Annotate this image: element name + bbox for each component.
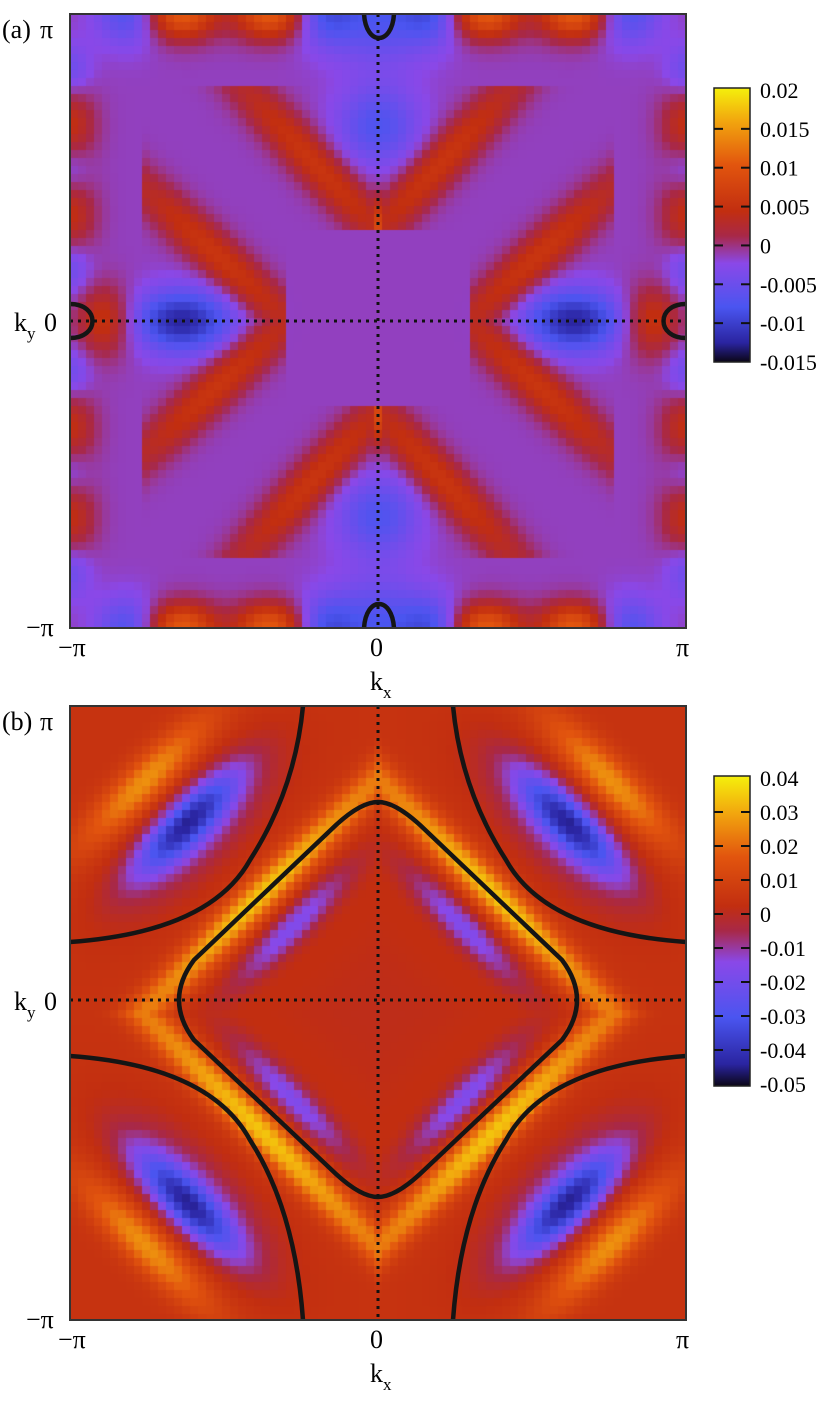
panel-a-colorbar-ticks: 0.02 0.015 0.01 0.005 0 -0.005 -0.01 -0.015 xyxy=(714,78,817,375)
panel-a-guide-lines xyxy=(70,14,686,628)
panel-b-colorbar-tick-label: 0.02 xyxy=(760,834,799,859)
panel-a-ylabel: ky xyxy=(14,308,36,343)
panel-b-guide-lines xyxy=(70,706,686,1320)
panel-b-colorbar: 0.04 0.03 0.02 0.01 0 -0.01 -0.02 -0.03 -0.04 -0.… xyxy=(713,766,806,1097)
panel-b-xtick-right: π xyxy=(676,1325,689,1354)
panel-a: (a) π 0 −π ky −π 0 π kx xyxy=(2,13,817,702)
panel-a-label: (a) xyxy=(2,15,31,44)
panel-b-colorbar-tick-label: -0.04 xyxy=(760,1038,806,1063)
panel-a-contour-bottom xyxy=(361,601,397,629)
panel-a-colorbar-tick-label: 0.015 xyxy=(760,117,810,142)
panel-b: (b) π 0 −π ky −π 0 π kx xyxy=(2,705,806,1394)
panel-b-colorbar-tick-label: 0 xyxy=(760,902,771,927)
panel-b-contour-bottom-right xyxy=(450,1053,687,1321)
panel-b-ytick-zero: 0 xyxy=(44,987,57,1016)
panel-b-label: (b) xyxy=(2,707,32,736)
panel-a-colorbar-tick-label: -0.015 xyxy=(760,350,817,375)
panel-a-frame xyxy=(69,13,687,629)
panel-a-xtick-zero: 0 xyxy=(370,633,383,662)
panel-b-colorbar-strip xyxy=(713,775,751,1087)
panel-a-xtick-left: −π xyxy=(58,633,86,662)
panel-a-contour-left xyxy=(69,301,95,341)
panel-b-colorbar-tick-label: 0.01 xyxy=(760,868,799,893)
panel-a-colorbar-tick-label: 0.02 xyxy=(760,78,799,103)
panel-b-ytick-top: π xyxy=(40,707,53,736)
panel-a-colorbar-tick-label: 0.005 xyxy=(760,195,810,220)
panel-b-xtick-zero: 0 xyxy=(370,1325,383,1354)
panel-b-colorbar-tick-label: -0.03 xyxy=(760,1004,806,1029)
panel-a-colorbar-tick-label: 0.01 xyxy=(760,156,799,181)
panel-b-contour-top-right xyxy=(450,705,687,945)
panel-b-colorbar-tick-label: 0.03 xyxy=(760,800,799,825)
panel-b-zero-contours xyxy=(69,705,687,1321)
panel-b-colorbar-tick-label: -0.01 xyxy=(760,936,806,961)
panel-a-colorbar: 0.02 0.015 0.01 0.005 0 -0.005 -0.01 -0.015 xyxy=(713,78,817,375)
panel-b-contour-top-left xyxy=(69,705,306,945)
panel-b-xtick-left: −π xyxy=(58,1325,86,1354)
panel-a-xlabel: kx xyxy=(370,667,392,702)
panel-a-ytick-top: π xyxy=(40,15,53,44)
panel-b-xlabel: kx xyxy=(370,1359,392,1394)
panel-a-colorbar-tick-label: 0 xyxy=(760,233,771,258)
panel-a-colorbar-tick-label: -0.005 xyxy=(760,272,817,297)
panel-b-contour-bottom-left xyxy=(69,1053,306,1321)
panel-b-colorbar-tick-label: 0.04 xyxy=(760,766,799,791)
panel-b-colorbar-tick-label: -0.02 xyxy=(760,970,806,995)
panel-a-ytick-zero: 0 xyxy=(44,308,57,337)
panel-b-ytick-bottom: −π xyxy=(26,1305,54,1334)
panel-b-colorbar-ticks: 0.04 0.03 0.02 0.01 0 -0.01 -0.02 -0.03 -0.04 -0.… xyxy=(714,766,806,1097)
panel-a-ytick-bottom: −π xyxy=(26,613,54,642)
panel-b-frame xyxy=(69,705,687,1321)
panel-b-ylabel: ky xyxy=(14,987,36,1022)
panel-a-colorbar-tick-label: -0.01 xyxy=(760,311,806,336)
panel-b-colorbar-tick-label: -0.05 xyxy=(760,1072,806,1097)
panel-a-xtick-right: π xyxy=(676,633,689,662)
panel-a-colorbar-strip xyxy=(713,87,751,363)
